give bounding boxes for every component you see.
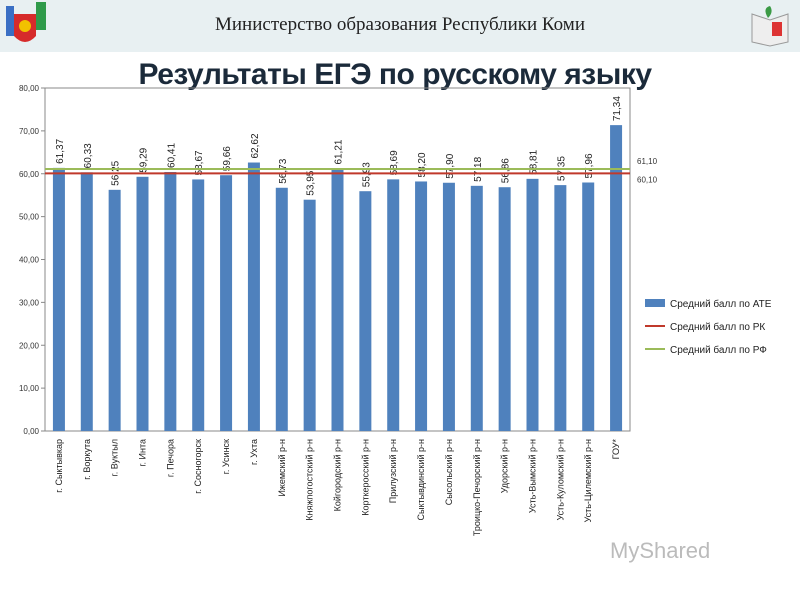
data-label: 59,66 [222,146,233,171]
data-label: 58,81 [529,149,540,174]
bar [80,172,93,431]
data-label: 55,93 [361,162,372,187]
category-label: Троицко-Печорский р-н [472,439,482,536]
legend-label: Средний балл по РФ [670,344,767,356]
bar [610,125,623,431]
reference-line-label: 60,10 [637,175,658,184]
y-tick-label: 80,00 [19,84,40,93]
bar [247,162,260,431]
data-label: 59,29 [139,147,150,172]
category-label: г. Воркута [82,439,92,480]
bar [52,167,65,431]
data-label: 57,96 [584,153,595,178]
category-label: Усть-Куломский р-н [555,439,565,521]
category-label: г. Сосногорск [193,439,203,494]
legend-label: Средний балл по АТЕ [670,298,772,310]
bar [108,189,121,431]
category-label: г. Инта [138,439,148,467]
bar [275,187,288,431]
y-tick-label: 30,00 [19,298,40,307]
data-label: 60,33 [83,143,94,168]
bar [498,187,511,431]
category-label: г. Печора [165,439,175,477]
y-tick-label: 70,00 [19,127,40,136]
reference-line-label: 61,10 [637,157,658,166]
bar [192,179,205,431]
data-label: 61,37 [55,138,66,163]
category-label: г. Ухта [249,439,259,465]
category-label: Прилузский р-н [388,439,398,503]
watermark: MyShared [610,538,711,563]
category-label: Удорский р-н [500,439,510,493]
data-label: 58,67 [194,150,205,175]
category-label: Сыктывдинский р-н [416,439,426,521]
bar [442,182,455,431]
category-label: Сысольский р-н [444,439,454,505]
bar [303,199,316,431]
bar [164,171,177,431]
ministry-name: Министерство образования Республики Коми [215,14,585,35]
legend-swatch [645,299,665,307]
bar [470,185,483,431]
category-label: ГОУ* [611,439,621,460]
category-label: Усть-Цилемский р-н [583,439,593,523]
coat-of-arms-logo [6,2,46,42]
category-label: г. Сыктывкар [54,439,64,493]
y-tick-label: 10,00 [19,384,40,393]
y-tick-label: 40,00 [19,256,40,265]
data-label: 60,41 [166,143,177,168]
data-label: 61,21 [334,139,345,164]
bar [526,178,539,431]
bar [331,168,344,431]
category-label: Усть-Вымский р-н [528,439,538,513]
y-tick-label: 20,00 [19,341,40,350]
header-bar [0,0,800,52]
bar [220,175,233,431]
chart-title: Результаты ЕГЭ по русскому языку [138,58,652,91]
category-label: Княжпогостский р-н [305,439,315,521]
data-label: 58,69 [389,150,400,175]
data-label: 53,95 [306,170,317,195]
data-label: 56,86 [501,158,512,183]
category-label: Койгородский р-н [333,439,343,511]
category-label: г. Вуктыл [110,439,120,476]
bar [359,191,372,431]
data-label: 58,20 [417,152,428,177]
bar [582,182,595,431]
bar [387,179,400,431]
y-tick-label: 0,00 [23,427,39,436]
data-label: 71,34 [612,96,623,121]
y-tick-label: 60,00 [19,170,40,179]
legend-label: Средний балл по РК [670,321,765,333]
category-label: г. Усинск [221,439,231,474]
data-label: 57,90 [445,153,456,178]
bar [136,176,149,431]
y-tick-label: 50,00 [19,213,40,222]
bar [554,185,567,431]
education-emblem-logo [751,6,789,47]
category-label: Корткеросский р-н [360,439,370,516]
category-label: Ижемский р-н [277,439,287,497]
bar [415,181,428,431]
data-label: 62,62 [250,133,261,158]
data-label: 56,73 [278,158,289,183]
